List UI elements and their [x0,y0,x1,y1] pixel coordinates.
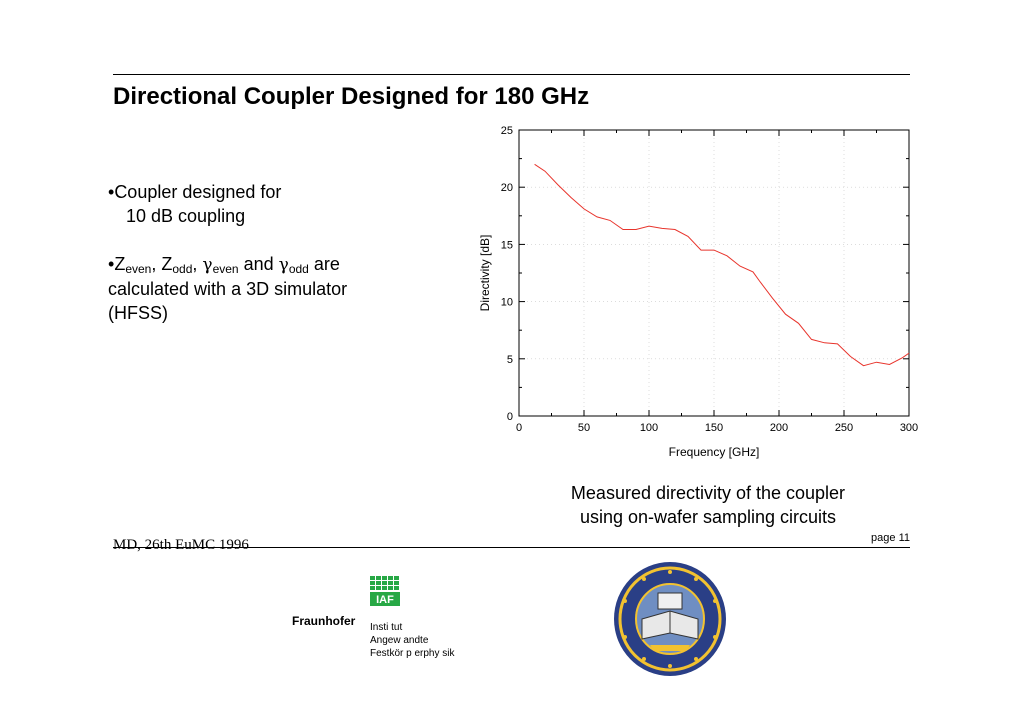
separator: , [192,254,203,274]
z-symbol: Z [114,254,126,274]
sub-even: even [125,262,152,276]
footer-author: MD, 26th EuMC 1996 [113,537,249,553]
x-tick-label: 150 [705,422,723,434]
top-rule [113,74,910,75]
directivity-chart: 0 50 100 150 200 250 300 0 5 10 15 20 25 Frequency [G… [478,125,918,459]
bullet-1: •Coupler designed for [108,180,408,204]
caption-line1: Measured directivity of the coupler [570,483,846,503]
caption-line2: using on-wafer sampling circuits [579,507,837,527]
y-tick-label: 15 [501,239,513,251]
x-tick-label: 200 [770,422,788,434]
bullet-1-line2: 10 dB coupling [126,206,246,226]
fraunhofer-iaf-logo-icon: IAF [370,576,400,606]
x-tick-label: 50 [578,422,590,434]
institute-name: Insti tut Angew andte Festkör p erphy si… [370,621,454,660]
sub-odd: odd [172,262,193,276]
and-word: and [238,254,279,274]
x-tick-label: 250 [835,422,853,434]
bullet-1-line1: Coupler designed for [114,182,282,202]
chart-caption: Measured directivity of the coupler usin… [530,481,886,529]
y-axis-label: Directivity [dB] [478,235,492,312]
x-tick-label: 0 [516,422,522,434]
sub-odd: odd [288,262,309,276]
bullet-2-line3: (HFSS) [108,303,168,323]
bullet-marker: • [108,182,115,202]
sub-even: even [212,262,239,276]
iaf-text: IAF [376,594,394,606]
bullet-marker: • [108,254,115,274]
institute-line: Insti tut [370,622,403,633]
university-seal-icon [614,562,726,676]
bullet-2-line2: calculated with a 3D simulator [108,279,348,299]
bottom-rule [113,547,910,548]
y-tick-label: 10 [501,297,513,309]
bullet-2: •Zeven, Zodd, γeven and γodd are [108,252,408,277]
gamma-symbol: γ [278,255,289,275]
x-tick-label: 100 [640,422,658,434]
page-number: page 11 [871,532,910,544]
y-tick-label: 0 [507,411,513,423]
y-tick-label: 20 [501,182,513,194]
z-symbol: Z [161,254,173,274]
slide-title: Directional Coupler Designed for 180 GHz [113,83,590,110]
plot-frame [518,129,910,417]
y-tick-label: 25 [501,125,513,137]
separator: , [151,254,162,274]
y-tick-label: 5 [507,354,513,366]
x-axis-label: Frequency [GHz] [669,445,760,459]
are-word: are [308,254,340,274]
gamma-symbol: γ [202,255,213,275]
x-tick-label: 300 [900,422,918,434]
bullet-list: •Coupler designed for 10 dB coupling •Ze… [108,180,408,325]
directivity-series-line [534,163,910,367]
fraunhofer-name: Fraunhofer [292,614,356,628]
institute-line: Angew andte [370,635,429,646]
institute-line: Festkör p erphy sik [370,648,455,659]
